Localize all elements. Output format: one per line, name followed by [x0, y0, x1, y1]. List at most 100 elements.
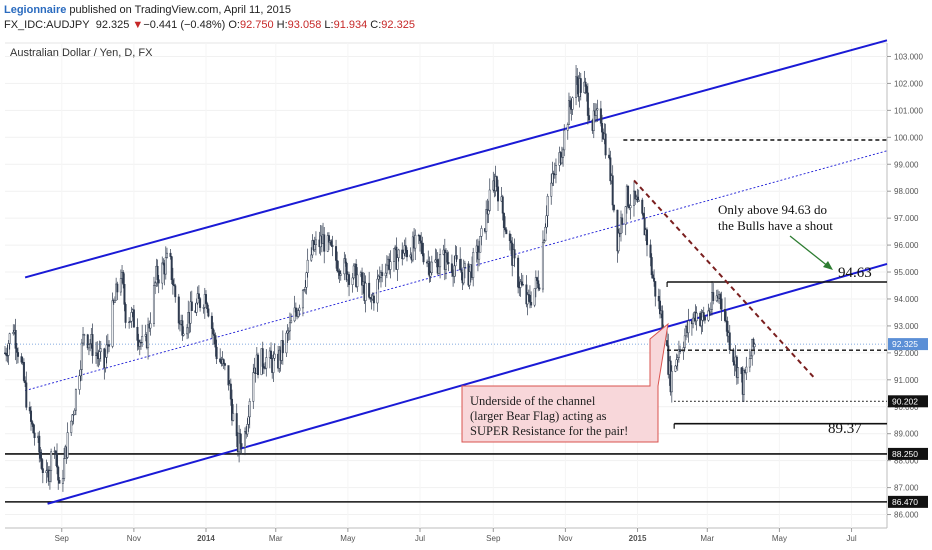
- candle: [384, 263, 387, 287]
- candle: [122, 270, 125, 289]
- candle: [305, 271, 308, 295]
- candle: [105, 335, 108, 364]
- candle: [361, 267, 364, 295]
- candle: [674, 365, 677, 373]
- price-tick-label: 96.000: [894, 241, 919, 250]
- candle: [480, 225, 483, 246]
- candle: [687, 308, 690, 343]
- candle: [541, 230, 544, 293]
- candle: [33, 424, 36, 446]
- candle: [227, 365, 230, 391]
- price-tags: 88.250 86.470 90.202 92.325: [888, 338, 928, 508]
- candle: [181, 314, 184, 341]
- candle: [651, 271, 654, 279]
- candle: [364, 275, 367, 313]
- candle: [454, 245, 457, 277]
- price-chart[interactable]: 86.00087.00088.00089.00090.00091.00092.0…: [0, 34, 932, 550]
- candle: [189, 291, 192, 333]
- candle: [352, 263, 355, 280]
- candle: [206, 301, 209, 313]
- candle: [560, 146, 563, 165]
- candle: [54, 449, 57, 466]
- candle: [508, 230, 511, 251]
- low-value: 91.934: [333, 19, 368, 31]
- candle: [447, 251, 450, 272]
- candle: [339, 270, 342, 281]
- bulls-note-line1: Only above 94.63 do: [718, 202, 827, 217]
- time-tick-label: Jul: [415, 534, 425, 543]
- candle: [326, 232, 329, 253]
- candle: [453, 255, 456, 284]
- candle: [437, 258, 440, 275]
- candle: [5, 347, 8, 362]
- price-tick-label: 97.000: [894, 214, 919, 223]
- candle: [530, 291, 533, 309]
- candle: [287, 327, 290, 341]
- candle: [636, 188, 639, 203]
- candle: [724, 297, 727, 323]
- candle: [195, 298, 198, 316]
- candle: [8, 332, 11, 350]
- candle: [536, 276, 539, 284]
- candle: [86, 333, 89, 351]
- time-axis: Sep Nov 2014 Mar May Jul Sep Nov 2015 Mar May Jul: [55, 528, 857, 543]
- price-tag-88.250: 88.250: [888, 447, 928, 460]
- candle: [657, 288, 660, 310]
- candle: [104, 349, 107, 373]
- candle: [99, 340, 102, 362]
- author-name[interactable]: Legionnaire: [4, 4, 67, 16]
- candle: [119, 269, 122, 296]
- candle: [527, 289, 530, 302]
- candle: [414, 229, 417, 260]
- candle: [83, 333, 86, 346]
- candle: [592, 103, 595, 139]
- candle: [170, 256, 173, 285]
- candle: [288, 312, 291, 340]
- price-axis: 86.00087.00088.00089.00090.00091.00092.0…: [887, 52, 923, 520]
- candle: [420, 232, 423, 255]
- candlesticks: [4, 65, 756, 492]
- candle: [15, 342, 18, 365]
- candle: [642, 212, 645, 219]
- candle: [336, 251, 339, 273]
- candle: [348, 271, 351, 297]
- candle: [411, 231, 414, 263]
- candle: [436, 252, 439, 275]
- high-value: 93.058: [287, 19, 322, 31]
- svg-text:90.202: 90.202: [892, 396, 918, 406]
- candle: [252, 363, 255, 409]
- time-tick-label: Mar: [269, 534, 283, 543]
- candle: [703, 315, 706, 324]
- close-label: C:: [370, 19, 382, 31]
- candle: [303, 288, 306, 293]
- candle: [24, 376, 27, 388]
- candle: [199, 297, 202, 312]
- candle: [87, 344, 90, 356]
- candle: [139, 339, 142, 350]
- candle: [583, 70, 586, 94]
- candle: [567, 92, 570, 125]
- candle: [331, 235, 334, 257]
- close-value: 92.325: [381, 19, 415, 31]
- candle: [330, 239, 333, 248]
- candle: [381, 263, 384, 283]
- candle: [70, 420, 73, 436]
- candle: [745, 356, 748, 381]
- price-tag-92.325: 92.325: [888, 338, 928, 351]
- price-tick-label: 93.000: [894, 322, 919, 331]
- candle: [214, 332, 217, 357]
- candle: [273, 343, 276, 362]
- candle: [612, 204, 615, 213]
- price-tick-label: 87.000: [894, 484, 919, 493]
- candle: [91, 323, 94, 364]
- candle: [96, 341, 99, 367]
- candle: [670, 365, 673, 403]
- candle: [261, 341, 264, 374]
- candle: [222, 358, 225, 369]
- candle: [750, 351, 753, 359]
- candle: [297, 308, 300, 319]
- candle: [149, 312, 152, 336]
- candle: [544, 223, 547, 242]
- candle: [719, 292, 722, 310]
- candle: [450, 254, 453, 277]
